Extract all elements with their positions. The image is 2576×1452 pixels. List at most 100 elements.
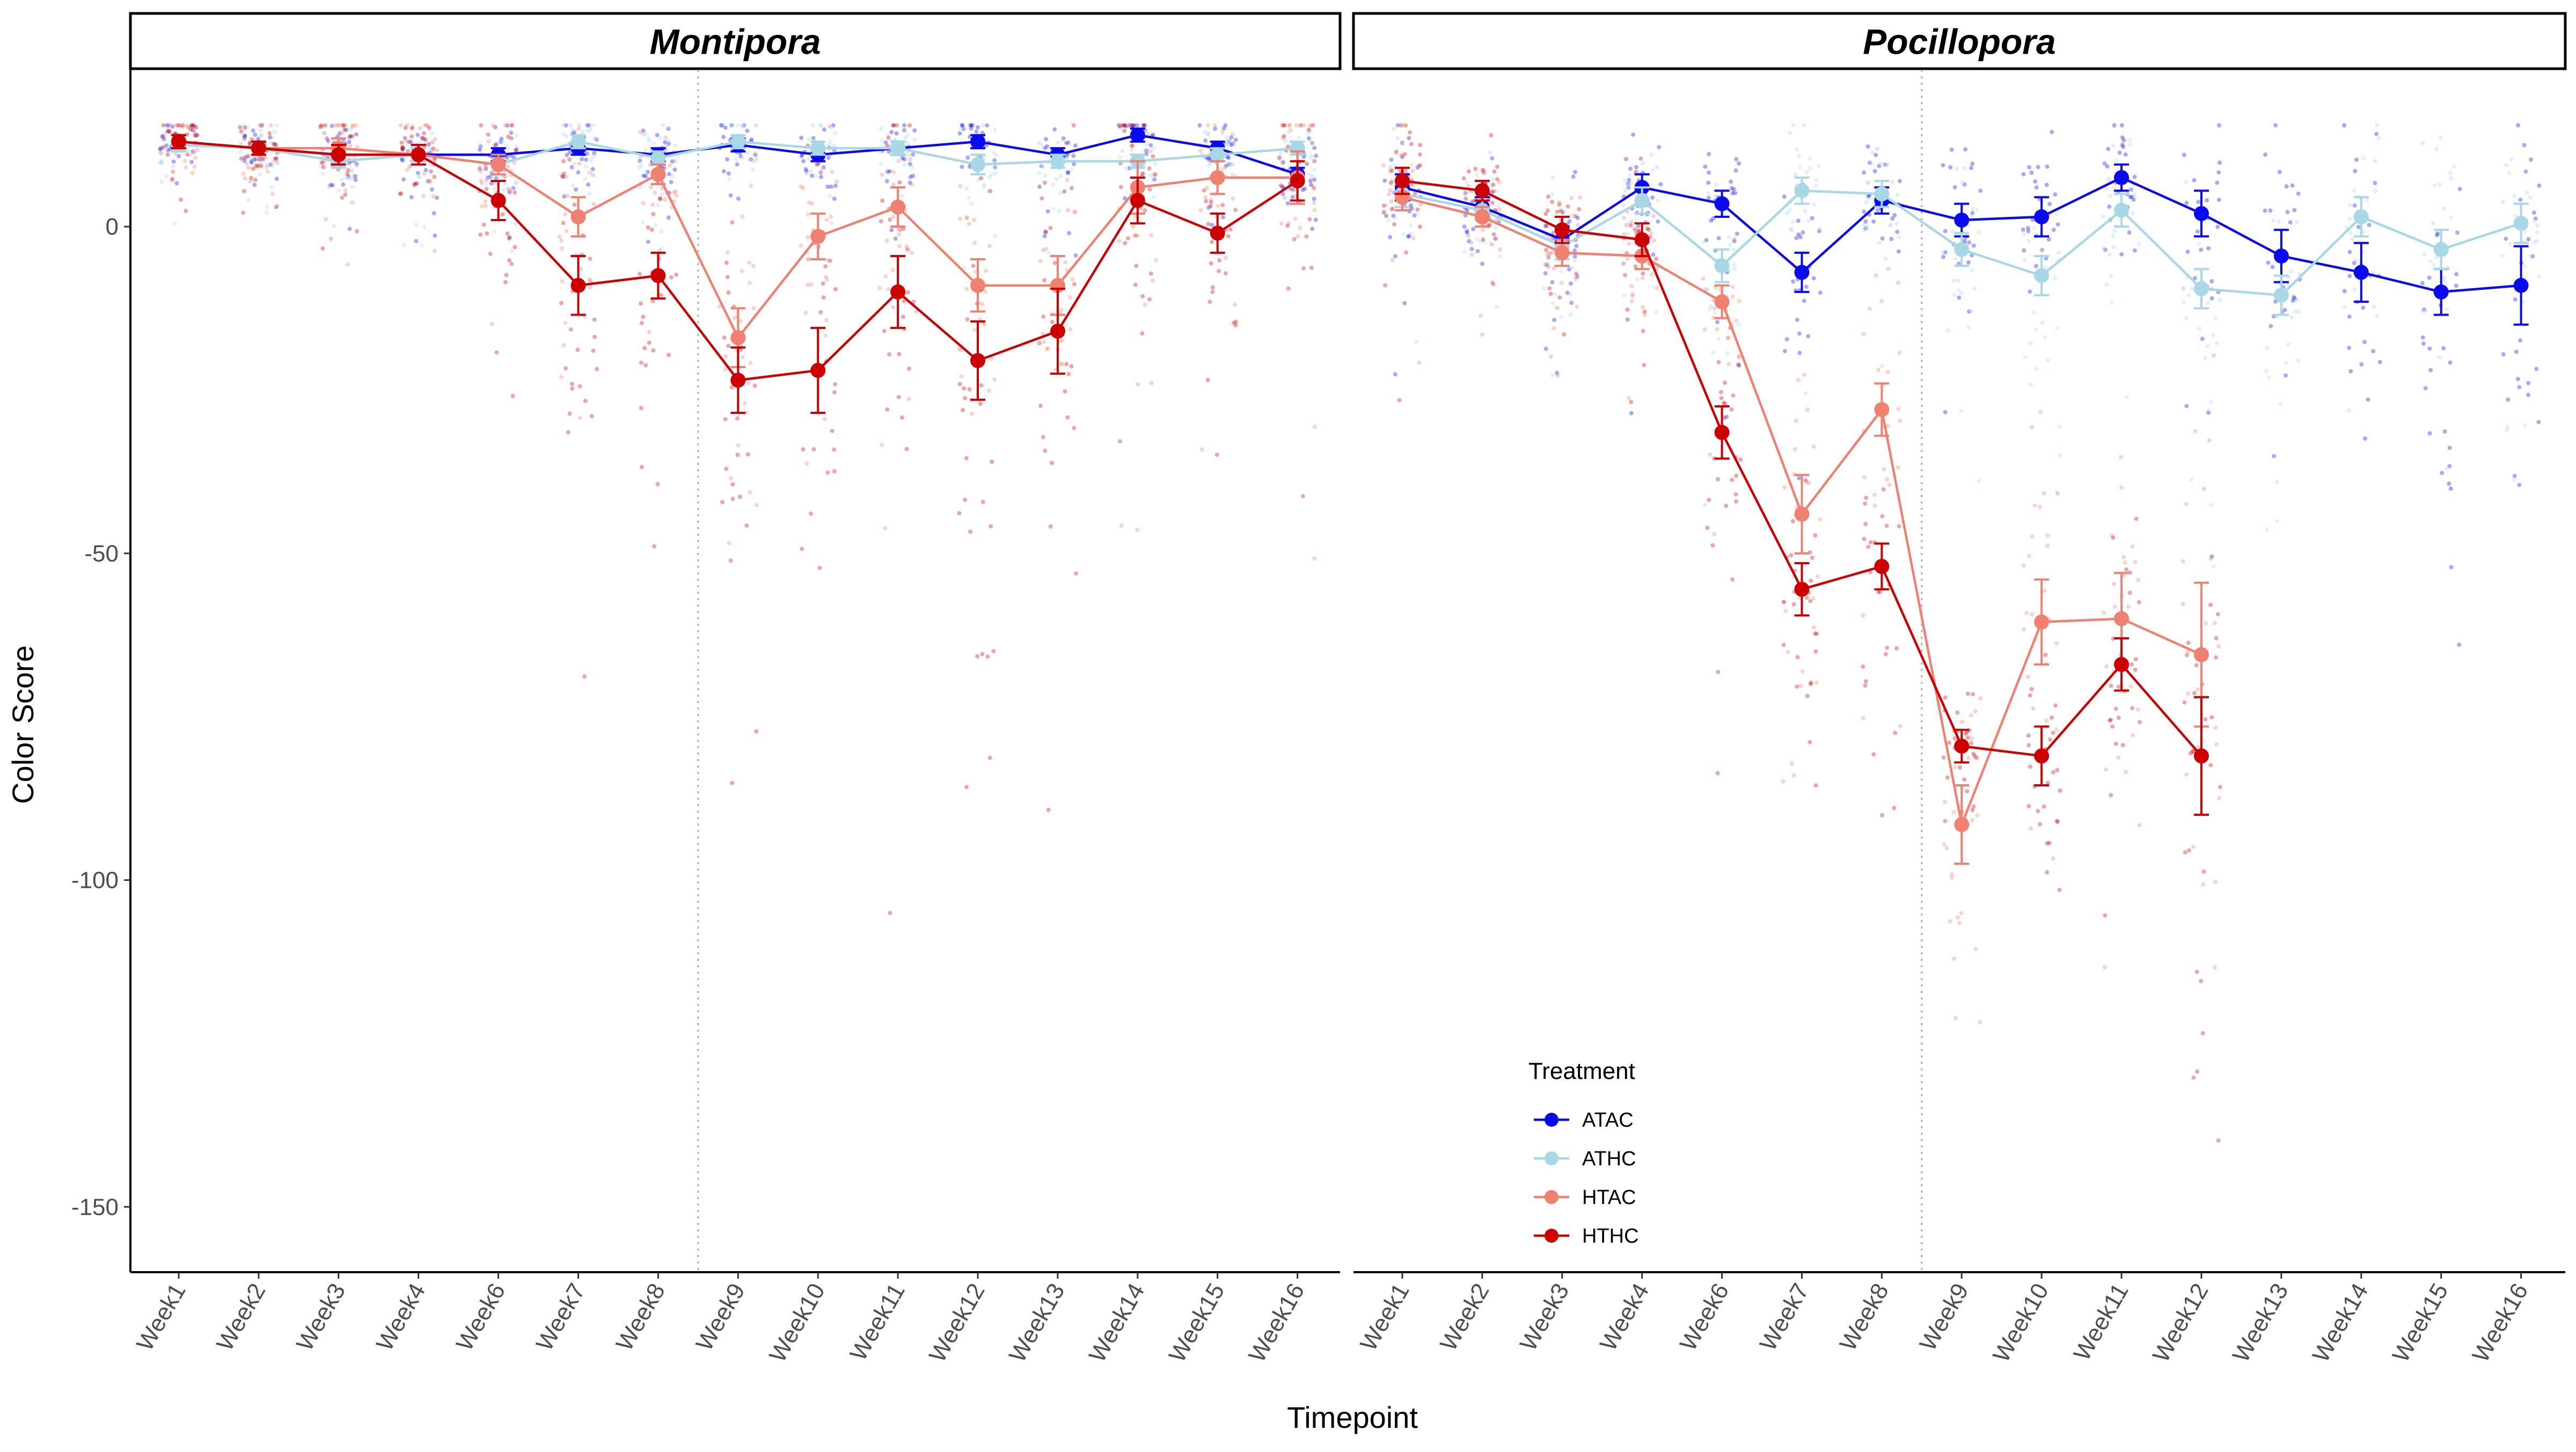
raw-point	[964, 215, 969, 220]
raw-point	[658, 293, 663, 297]
raw-point	[2137, 823, 2142, 828]
raw-point	[559, 246, 564, 251]
raw-point	[1300, 187, 1305, 192]
raw-point	[958, 347, 963, 352]
raw-point	[348, 134, 353, 138]
raw-point	[1569, 195, 1574, 200]
data-point	[2194, 206, 2209, 221]
raw-point	[1789, 227, 1793, 231]
raw-point	[2209, 503, 2214, 507]
raw-point	[980, 500, 985, 504]
raw-point	[1551, 230, 1556, 235]
raw-point	[1136, 234, 1140, 238]
raw-point	[431, 146, 436, 151]
raw-point	[273, 156, 277, 160]
raw-point	[242, 158, 247, 163]
raw-point	[2533, 216, 2538, 221]
raw-point	[1897, 351, 1902, 355]
raw-point	[2361, 305, 2366, 310]
raw-point	[1965, 789, 1970, 794]
raw-point	[1793, 172, 1798, 177]
raw-point	[265, 165, 269, 169]
raw-point	[1725, 335, 1730, 340]
raw-point	[563, 320, 568, 325]
raw-point	[1629, 411, 1634, 415]
raw-point	[400, 147, 405, 151]
raw-point	[1654, 310, 1659, 315]
raw-point	[1862, 475, 1867, 479]
raw-point	[1897, 524, 1901, 529]
raw-point	[506, 187, 511, 192]
raw-point	[2522, 143, 2527, 148]
raw-point	[2352, 203, 2357, 208]
raw-point	[2133, 657, 2138, 662]
raw-point	[1390, 258, 1395, 262]
raw-point	[318, 164, 323, 169]
raw-point	[1057, 209, 1062, 214]
raw-point	[505, 123, 510, 128]
raw-point	[880, 138, 884, 143]
raw-point	[1039, 164, 1044, 169]
raw-point	[751, 264, 756, 268]
raw-point	[500, 212, 505, 217]
raw-point	[1037, 171, 1042, 176]
raw-point	[1878, 589, 1882, 594]
raw-point	[829, 126, 834, 130]
raw-point	[189, 152, 194, 157]
raw-point	[1491, 281, 1496, 286]
raw-point	[967, 195, 971, 200]
raw-point	[2056, 250, 2061, 255]
raw-point	[258, 128, 263, 133]
raw-point	[1310, 141, 1314, 145]
raw-point	[2026, 553, 2031, 558]
raw-point	[273, 158, 277, 163]
raw-point	[245, 161, 249, 166]
raw-point	[1310, 227, 1315, 231]
data-point	[1554, 222, 1570, 238]
raw-point	[2437, 182, 2442, 187]
raw-point	[1071, 162, 1076, 166]
raw-point	[1568, 312, 1573, 317]
raw-point	[818, 170, 823, 175]
raw-point	[823, 417, 827, 421]
raw-point	[2044, 183, 2049, 187]
raw-point	[422, 136, 427, 141]
raw-point	[1970, 214, 1974, 218]
raw-point	[1863, 522, 1868, 526]
raw-point	[957, 131, 962, 136]
raw-point	[1281, 136, 1285, 140]
raw-point	[1226, 138, 1230, 143]
raw-point	[1546, 208, 1550, 213]
raw-point	[1655, 286, 1659, 290]
raw-point	[1395, 136, 1400, 141]
raw-point	[1481, 237, 1485, 242]
raw-point	[990, 459, 994, 464]
raw-point	[179, 198, 183, 202]
raw-point	[807, 257, 811, 261]
raw-point	[1957, 261, 1961, 266]
raw-point	[2348, 369, 2353, 374]
raw-point	[1210, 289, 1215, 294]
raw-point	[2377, 360, 2382, 364]
raw-point	[345, 176, 350, 181]
raw-point	[2034, 185, 2039, 190]
raw-point	[1888, 223, 1893, 228]
raw-point	[1969, 165, 1974, 170]
data-point	[970, 353, 985, 368]
raw-point	[1816, 164, 1821, 169]
raw-point	[1641, 271, 1645, 276]
raw-point	[728, 476, 733, 480]
raw-point	[478, 143, 482, 147]
raw-point	[2103, 913, 2107, 918]
raw-point	[2050, 129, 2054, 134]
data-point	[570, 134, 586, 149]
raw-point	[1971, 692, 1975, 697]
raw-point	[1490, 156, 1495, 160]
raw-point	[325, 136, 330, 141]
raw-point	[259, 164, 264, 169]
raw-point	[1490, 242, 1495, 247]
raw-point	[1056, 141, 1060, 145]
raw-point	[1210, 285, 1215, 290]
raw-point	[320, 171, 325, 176]
